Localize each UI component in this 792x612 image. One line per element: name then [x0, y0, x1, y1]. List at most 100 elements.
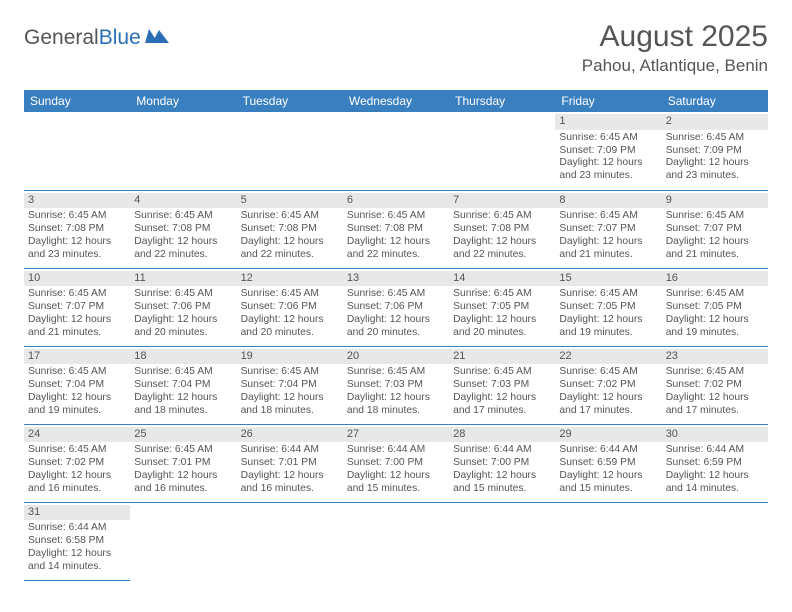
- calendar-cell: 2Sunrise: 6:45 AMSunset: 7:09 PMDaylight…: [662, 112, 768, 190]
- calendar-week: 3Sunrise: 6:45 AMSunset: 7:08 PMDaylight…: [24, 190, 768, 268]
- sunset-text: Sunset: 7:08 PM: [134, 223, 232, 236]
- day-info: Sunrise: 6:44 AMSunset: 6:58 PMDaylight:…: [28, 522, 126, 573]
- daylight-text: Daylight: 12 hours and 16 minutes.: [241, 470, 339, 496]
- day-number: 13: [343, 271, 449, 287]
- day-info: Sunrise: 6:45 AMSunset: 7:08 PMDaylight:…: [134, 210, 232, 261]
- daylight-text: Daylight: 12 hours and 19 minutes.: [28, 392, 126, 418]
- calendar-cell-empty: [24, 112, 130, 190]
- calendar-cell-empty: [662, 502, 768, 580]
- day-info: Sunrise: 6:45 AMSunset: 7:02 PMDaylight:…: [28, 444, 126, 495]
- calendar-cell-empty: [237, 112, 343, 190]
- sunset-text: Sunset: 7:02 PM: [666, 379, 764, 392]
- day-number: 1: [555, 114, 661, 130]
- daylight-text: Daylight: 12 hours and 21 minutes.: [28, 314, 126, 340]
- daylight-text: Daylight: 12 hours and 16 minutes.: [134, 470, 232, 496]
- logo: GeneralBlue: [24, 20, 171, 50]
- day-info: Sunrise: 6:44 AMSunset: 6:59 PMDaylight:…: [666, 444, 764, 495]
- day-info: Sunrise: 6:45 AMSunset: 7:09 PMDaylight:…: [666, 132, 764, 183]
- calendar-cell-empty: [130, 502, 236, 580]
- sunset-text: Sunset: 7:05 PM: [666, 301, 764, 314]
- daylight-text: Daylight: 12 hours and 14 minutes.: [28, 548, 126, 574]
- day-info: Sunrise: 6:45 AMSunset: 7:04 PMDaylight:…: [134, 366, 232, 417]
- day-number: 18: [130, 349, 236, 365]
- daylight-text: Daylight: 12 hours and 21 minutes.: [559, 236, 657, 262]
- daylight-text: Daylight: 12 hours and 17 minutes.: [559, 392, 657, 418]
- daylight-text: Daylight: 12 hours and 18 minutes.: [241, 392, 339, 418]
- calendar-cell-empty: [343, 502, 449, 580]
- calendar-cell: 25Sunrise: 6:45 AMSunset: 7:01 PMDayligh…: [130, 424, 236, 502]
- daylight-text: Daylight: 12 hours and 20 minutes.: [134, 314, 232, 340]
- daylight-text: Daylight: 12 hours and 20 minutes.: [241, 314, 339, 340]
- day-number: 14: [449, 271, 555, 287]
- sunrise-text: Sunrise: 6:45 AM: [559, 366, 657, 379]
- weekday-header: Sunday: [24, 90, 130, 112]
- sunset-text: Sunset: 7:06 PM: [347, 301, 445, 314]
- calendar-cell: 1 Sunrise: 6:45 AMSunset: 7:09 PMDaylight…: [555, 112, 661, 190]
- sunrise-text: Sunrise: 6:45 AM: [666, 210, 764, 223]
- day-info: Sunrise: 6:45 AMSunset: 7:04 PMDaylight:…: [28, 366, 126, 417]
- day-info: Sunrise: 6:45 AMSunset: 7:07 PMDaylight:…: [559, 210, 657, 261]
- daylight-text: Daylight: 12 hours and 16 minutes.: [28, 470, 126, 496]
- sunrise-text: Sunrise: 6:45 AM: [666, 288, 764, 301]
- daylight-text: Daylight: 12 hours and 18 minutes.: [347, 392, 445, 418]
- calendar-cell: 28Sunrise: 6:44 AMSunset: 7:00 PMDayligh…: [449, 424, 555, 502]
- sunrise-text: Sunrise: 6:45 AM: [241, 288, 339, 301]
- calendar-cell: 14Sunrise: 6:45 AMSunset: 7:05 PMDayligh…: [449, 268, 555, 346]
- day-number: 25: [130, 427, 236, 443]
- daylight-text: Daylight: 12 hours and 22 minutes.: [134, 236, 232, 262]
- sunrise-text: Sunrise: 6:45 AM: [559, 132, 657, 145]
- calendar-cell: 24Sunrise: 6:45 AMSunset: 7:02 PMDayligh…: [24, 424, 130, 502]
- sunrise-text: Sunrise: 6:44 AM: [241, 444, 339, 457]
- sunset-text: Sunset: 7:02 PM: [28, 457, 126, 470]
- sunrise-text: Sunrise: 6:44 AM: [28, 522, 126, 535]
- weekday-header: Thursday: [449, 90, 555, 112]
- day-info: Sunrise: 6:45 AMSunset: 7:09 PMDaylight:…: [559, 132, 657, 183]
- logo-part1: General: [24, 26, 99, 49]
- sunset-text: Sunset: 6:59 PM: [559, 457, 657, 470]
- sunrise-text: Sunrise: 6:45 AM: [28, 288, 126, 301]
- calendar-cell-empty: [237, 502, 343, 580]
- calendar-cell-empty: [343, 112, 449, 190]
- sunrise-text: Sunrise: 6:45 AM: [453, 288, 551, 301]
- calendar-cell: 16Sunrise: 6:45 AMSunset: 7:05 PMDayligh…: [662, 268, 768, 346]
- sunset-text: Sunset: 7:03 PM: [453, 379, 551, 392]
- calendar-cell: 11Sunrise: 6:45 AMSunset: 7:06 PMDayligh…: [130, 268, 236, 346]
- day-info: Sunrise: 6:45 AMSunset: 7:06 PMDaylight:…: [347, 288, 445, 339]
- daylight-text: Daylight: 12 hours and 22 minutes.: [347, 236, 445, 262]
- daylight-text: Daylight: 12 hours and 22 minutes.: [453, 236, 551, 262]
- weekday-header-row: SundayMondayTuesdayWednesdayThursdayFrid…: [24, 90, 768, 112]
- sunset-text: Sunset: 7:04 PM: [134, 379, 232, 392]
- day-info: Sunrise: 6:45 AMSunset: 7:08 PMDaylight:…: [347, 210, 445, 261]
- sunrise-text: Sunrise: 6:45 AM: [28, 210, 126, 223]
- weekday-header: Monday: [130, 90, 236, 112]
- sunrise-text: Sunrise: 6:44 AM: [347, 444, 445, 457]
- day-number: 8: [555, 193, 661, 209]
- day-info: Sunrise: 6:45 AMSunset: 7:02 PMDaylight:…: [666, 366, 764, 417]
- daylight-text: Daylight: 12 hours and 15 minutes.: [559, 470, 657, 496]
- page-header: GeneralBlue August 2025 Pahou, Atlantiqu…: [24, 20, 768, 76]
- day-number: 26: [237, 427, 343, 443]
- day-number: 16: [662, 271, 768, 287]
- sunrise-text: Sunrise: 6:45 AM: [559, 288, 657, 301]
- calendar-cell: 13Sunrise: 6:45 AMSunset: 7:06 PMDayligh…: [343, 268, 449, 346]
- calendar-cell: 29Sunrise: 6:44 AMSunset: 6:59 PMDayligh…: [555, 424, 661, 502]
- calendar-cell-empty: [555, 502, 661, 580]
- day-info: Sunrise: 6:45 AMSunset: 7:08 PMDaylight:…: [453, 210, 551, 261]
- sunset-text: Sunset: 7:05 PM: [453, 301, 551, 314]
- daylight-text: Daylight: 12 hours and 15 minutes.: [347, 470, 445, 496]
- calendar-body: 1 Sunrise: 6:45 AMSunset: 7:09 PMDaylight…: [24, 112, 768, 580]
- calendar-week: 24Sunrise: 6:45 AMSunset: 7:02 PMDayligh…: [24, 424, 768, 502]
- weekday-header: Tuesday: [237, 90, 343, 112]
- daylight-text: Daylight: 12 hours and 18 minutes.: [134, 392, 232, 418]
- location: Pahou, Atlantique, Benin: [582, 56, 768, 76]
- calendar-cell: 23Sunrise: 6:45 AMSunset: 7:02 PMDayligh…: [662, 346, 768, 424]
- sunrise-text: Sunrise: 6:45 AM: [241, 366, 339, 379]
- sunset-text: Sunset: 7:07 PM: [559, 223, 657, 236]
- day-info: Sunrise: 6:45 AMSunset: 7:08 PMDaylight:…: [28, 210, 126, 261]
- sunset-text: Sunset: 7:06 PM: [241, 301, 339, 314]
- day-number: 10: [24, 271, 130, 287]
- calendar-cell: 7Sunrise: 6:45 AMSunset: 7:08 PMDaylight…: [449, 190, 555, 268]
- weekday-header: Friday: [555, 90, 661, 112]
- day-info: Sunrise: 6:44 AMSunset: 6:59 PMDaylight:…: [559, 444, 657, 495]
- day-number: 21: [449, 349, 555, 365]
